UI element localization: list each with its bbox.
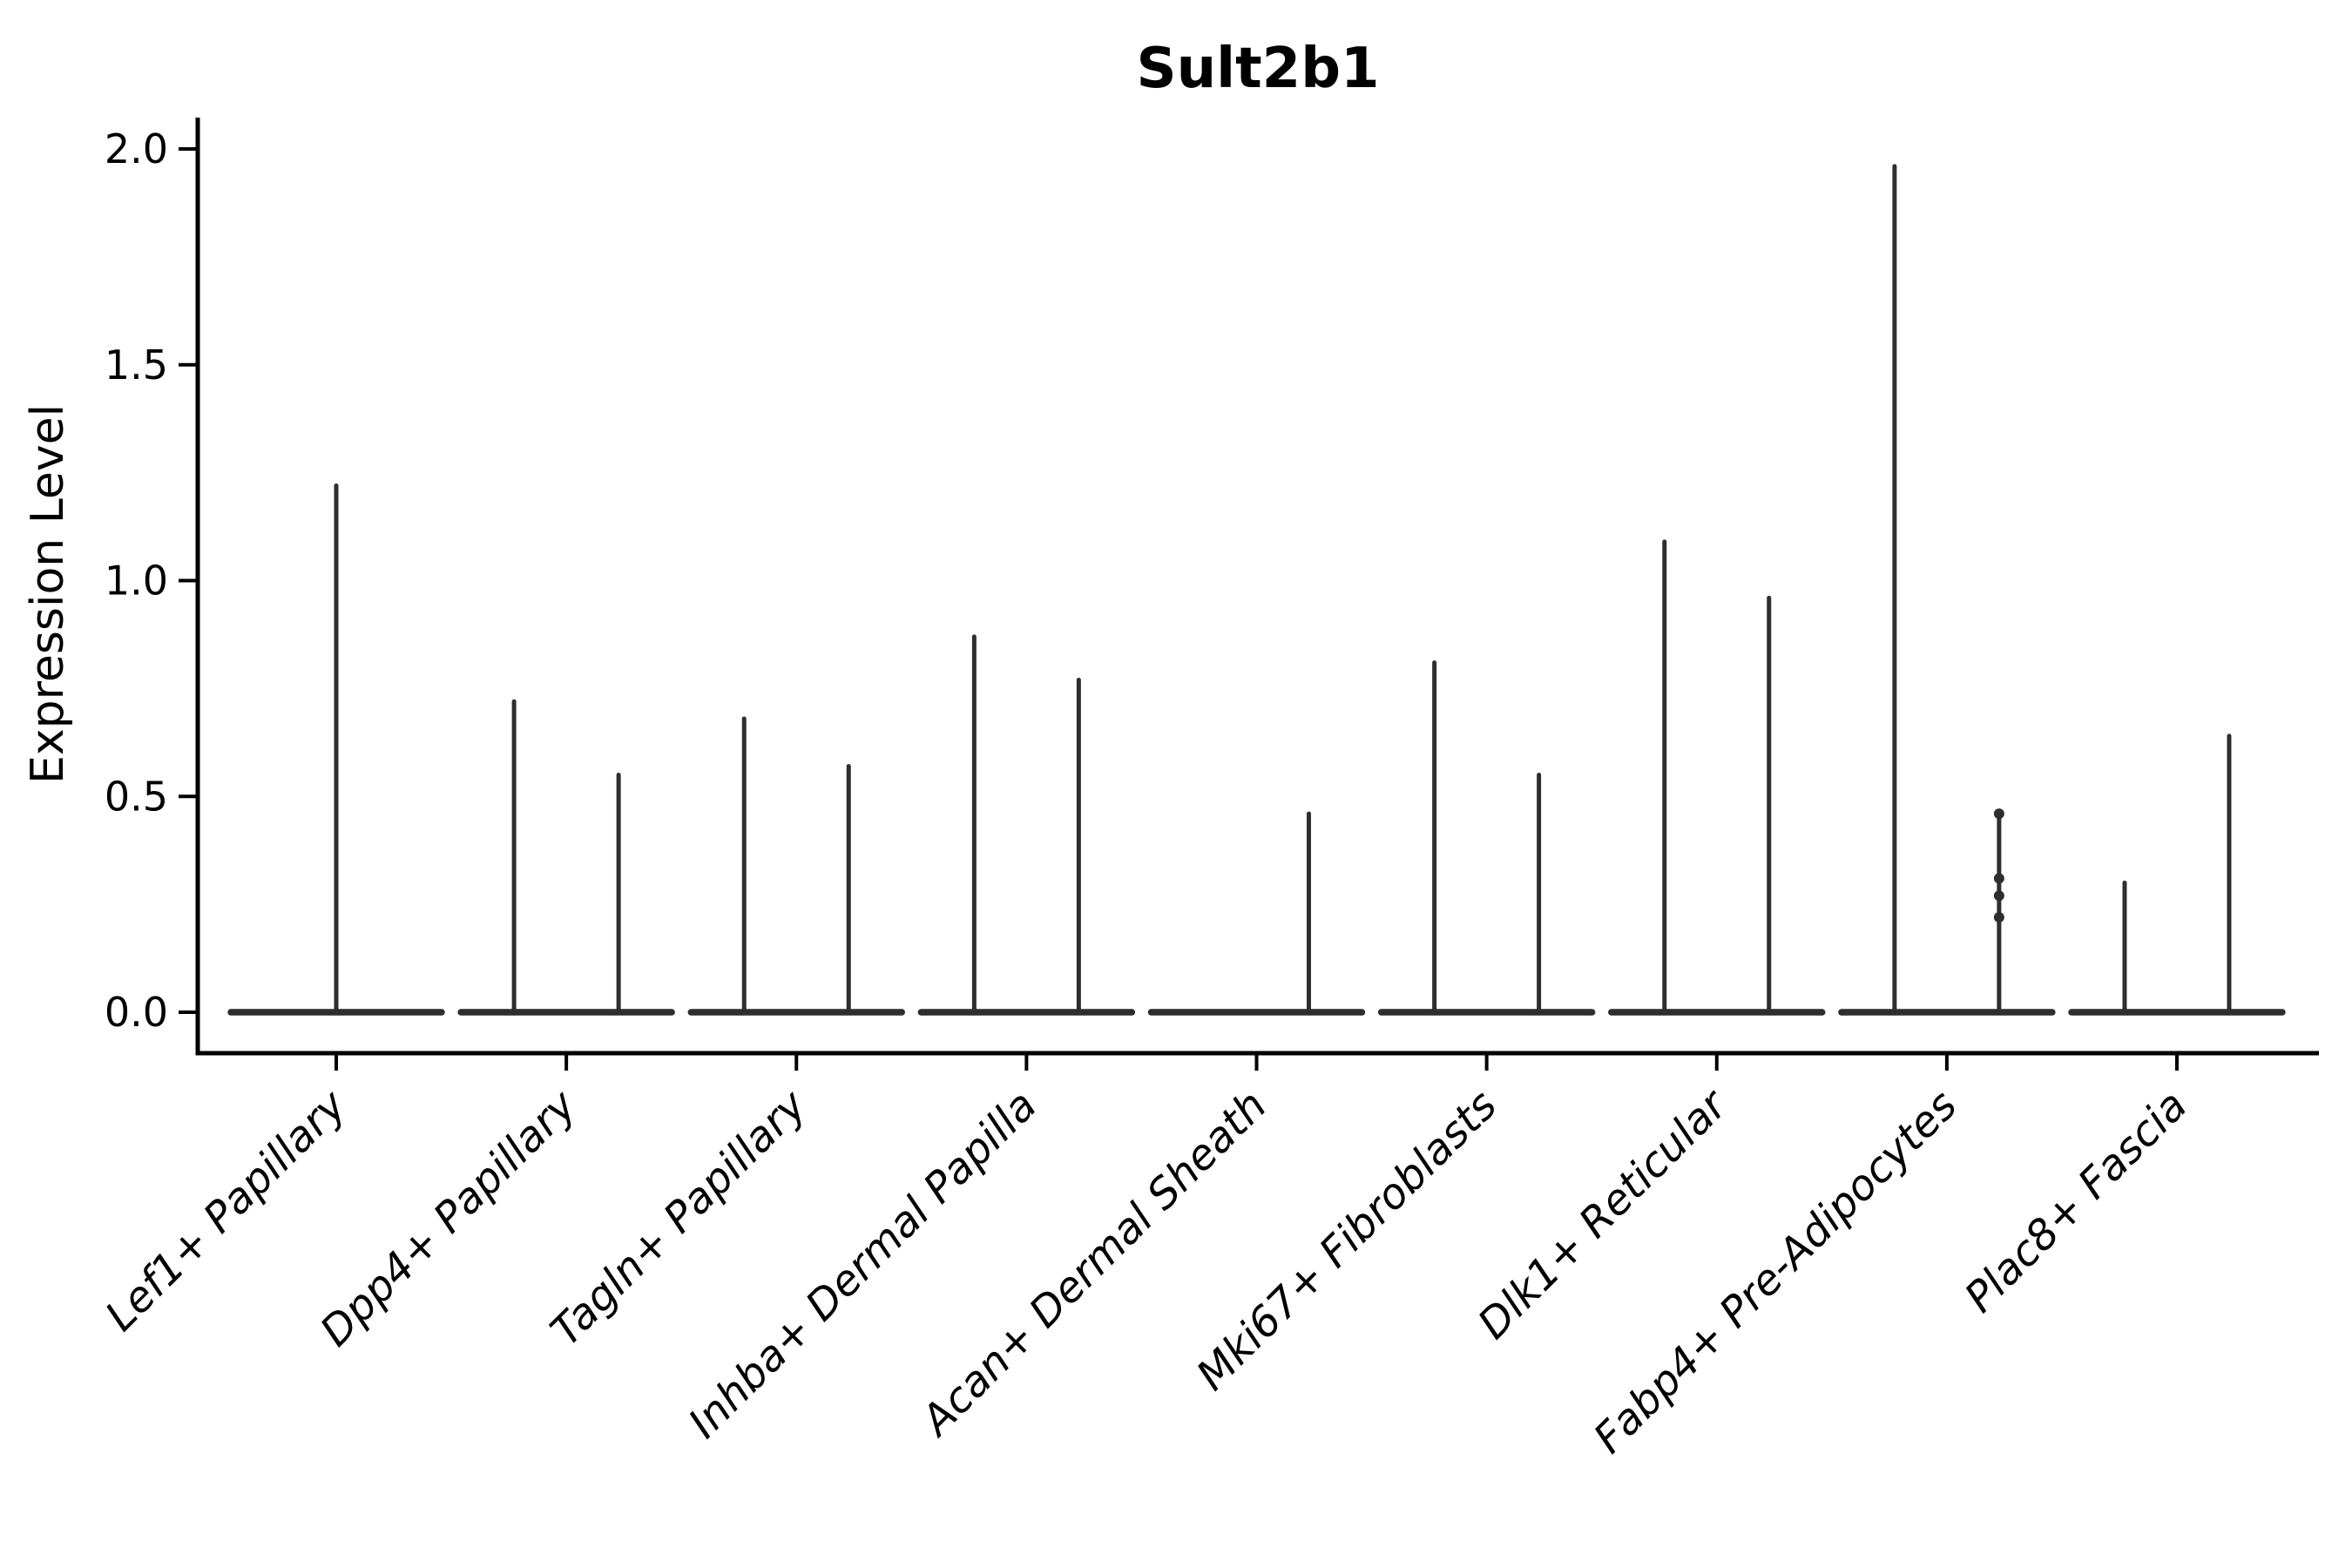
violin-point	[1993, 911, 2004, 923]
y-tick-label: 0.0	[105, 989, 168, 1036]
violin-point	[1993, 890, 2004, 902]
violin-point	[1993, 808, 2004, 820]
category-label: Fabp4+ Pre-Adipocytes	[1585, 1081, 1967, 1463]
category-label: Dpp4+ Papillary	[311, 1080, 586, 1355]
category-label: Plac8+ Fascia	[1956, 1081, 2197, 1322]
y-tick-label: 1.5	[105, 341, 168, 389]
y-axis-label: Expression Level	[22, 404, 74, 784]
y-tick-label: 2.0	[105, 125, 168, 172]
category-label: Tagln+ Papillary	[542, 1080, 817, 1355]
y-tick-label: 1.0	[105, 558, 168, 605]
y-tick-label: 0.5	[105, 773, 168, 820]
category-label: Dlk1+ Reticular	[1469, 1079, 1739, 1349]
violin-point	[1993, 873, 2004, 884]
chart-title: Sult2b1	[1136, 37, 1379, 101]
category-label: Lef1+ Papillary	[96, 1080, 356, 1341]
